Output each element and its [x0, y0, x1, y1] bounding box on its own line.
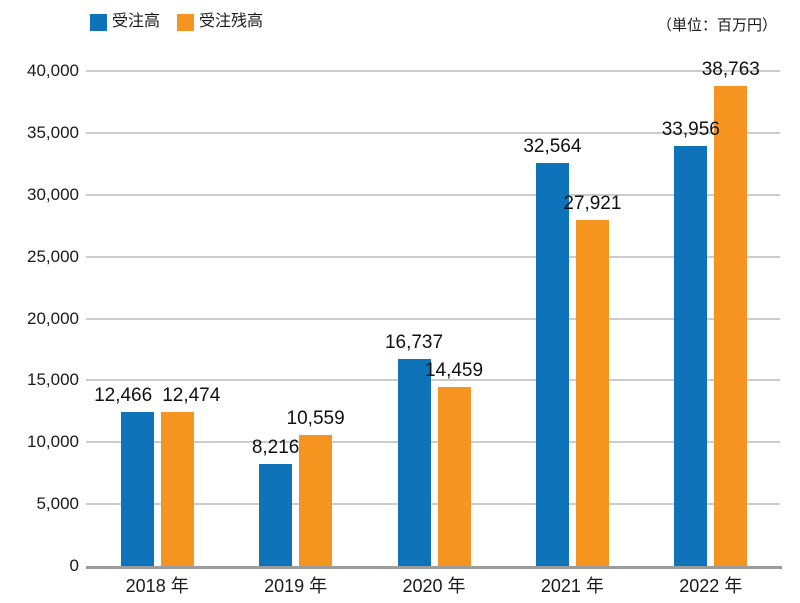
bar-order-backlog — [714, 86, 748, 566]
bar-order-backlog — [299, 435, 333, 566]
legend-label-order-backlog: 受注残高 — [199, 13, 264, 30]
bar-order-backlog — [437, 387, 471, 566]
bar-value-label: 8,216 — [251, 437, 300, 459]
bar-orders — [259, 464, 293, 566]
y-axis-tick-label: 30,000 — [27, 184, 79, 204]
bar-value-label: 38,763 — [701, 59, 760, 81]
y-axis-tick-label: 35,000 — [27, 122, 79, 142]
legend-item-orders: 受注高 — [90, 13, 160, 31]
bar-value-label: 10,559 — [286, 408, 345, 430]
gridline — [86, 255, 780, 258]
bar-value-label: 33,956 — [661, 118, 720, 140]
x-axis-line — [86, 566, 782, 569]
y-axis-tick-label: 25,000 — [27, 246, 79, 266]
x-axis-tick-label: 2020 年 — [402, 576, 466, 596]
y-axis-tick-label: 40,000 — [27, 61, 79, 80]
gridline — [86, 317, 780, 320]
gridline — [86, 503, 780, 506]
x-axis-tick-label: 2019 年 — [264, 576, 328, 596]
y-axis-tick-label: 20,000 — [27, 308, 79, 328]
y-axis-tick-label: 15,000 — [27, 370, 79, 390]
gridline — [86, 379, 780, 382]
bar-value-label: 12,466 — [94, 384, 153, 406]
bar-value-label: 27,921 — [563, 193, 622, 215]
bar-order-backlog — [575, 220, 609, 566]
bar-orders — [120, 411, 154, 566]
gridline — [86, 193, 780, 196]
y-axis-tick-label: 10,000 — [27, 432, 79, 452]
legend-swatch-orders — [90, 13, 107, 31]
bar-value-label: 32,564 — [523, 136, 582, 158]
x-axis-tick-label: 2021 年 — [540, 576, 604, 596]
legend-swatch-order-backlog — [177, 13, 195, 31]
gridline — [86, 441, 780, 444]
bar-orders — [397, 358, 431, 566]
gridline — [86, 70, 780, 72]
bar-orders — [674, 145, 708, 566]
gridline — [86, 131, 780, 134]
bar-value-label: 16,737 — [384, 331, 444, 353]
legend-label-orders: 受注高 — [112, 13, 161, 30]
legend: 受注高 受注残高 — [90, 13, 263, 31]
y-axis-tick-label: 5,000 — [36, 494, 79, 514]
bar-order-backlog — [160, 411, 194, 566]
y-axis-tick-label: 0 — [69, 556, 79, 575]
x-axis-tick-label: 2022 年 — [679, 576, 743, 596]
legend-item-order-backlog: 受注残高 — [177, 13, 263, 31]
bar-value-label: 12,474 — [162, 384, 221, 406]
unit-note: （単位：百万円） — [656, 17, 777, 34]
x-axis-tick-label: 2018 年 — [125, 576, 189, 596]
bar-orders — [535, 163, 569, 566]
bar-value-label: 14,459 — [424, 360, 484, 382]
